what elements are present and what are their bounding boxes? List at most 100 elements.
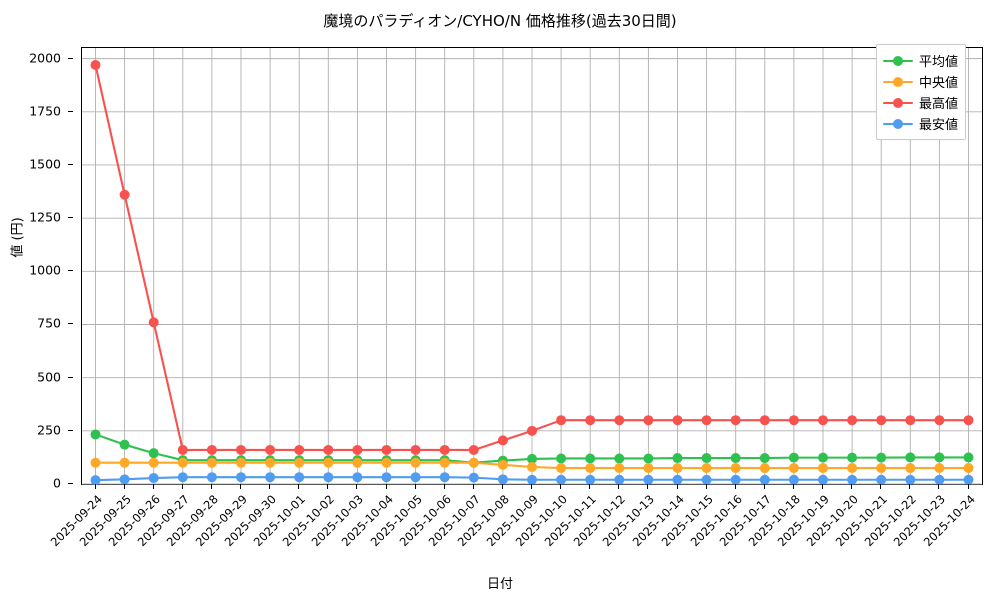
x-tick-mark [472, 484, 474, 489]
data-point [527, 425, 537, 436]
data-point [352, 444, 363, 455]
data-point [934, 474, 945, 485]
data-point [90, 475, 101, 486]
data-point [614, 463, 625, 474]
data-point [847, 474, 858, 485]
data-point [876, 463, 887, 474]
data-point [759, 474, 770, 485]
data-point [847, 415, 858, 426]
data-point [876, 474, 887, 485]
y-tick-label: 1000 [29, 262, 61, 278]
data-point [410, 457, 421, 468]
data-point [905, 463, 916, 474]
data-point [294, 472, 305, 483]
x-tick-mark [676, 484, 678, 489]
data-point [556, 474, 567, 485]
data-point [614, 415, 625, 426]
data-point [236, 472, 246, 483]
data-point [265, 457, 276, 468]
legend-label: 平均値 [919, 55, 959, 70]
legend-label: 最安値 [919, 118, 959, 133]
legend-label: 最高値 [919, 97, 959, 112]
data-point [672, 453, 683, 464]
data-point [963, 415, 974, 426]
legend-item: 平均値 [883, 50, 958, 71]
y-tick-label: 1500 [29, 156, 61, 172]
data-point [323, 457, 334, 468]
data-point [876, 415, 887, 426]
x-tick-mark [327, 484, 329, 489]
x-tick-mark [589, 484, 591, 489]
y-tick-label: 250 [37, 422, 61, 438]
data-point [934, 452, 945, 463]
legend-swatch-icon [883, 96, 913, 110]
y-tick-mark [68, 57, 73, 59]
data-point [614, 474, 625, 485]
y-tick-label: 750 [37, 315, 61, 331]
plot-svg [82, 48, 982, 486]
legend-item: 最高値 [883, 92, 958, 113]
data-point [352, 457, 363, 468]
x-tick-mark [938, 484, 940, 489]
data-point [381, 444, 392, 455]
data-point [730, 453, 741, 464]
data-point [148, 457, 159, 468]
x-tick-mark [647, 484, 649, 489]
data-point [468, 457, 479, 468]
x-tick-mark [298, 484, 300, 489]
y-tick-mark [68, 429, 73, 431]
y-tick-label: 500 [37, 369, 61, 385]
data-point [265, 444, 276, 455]
data-point [527, 453, 537, 464]
data-point [585, 463, 596, 474]
data-point [730, 463, 741, 474]
x-tick-mark [967, 484, 969, 489]
data-point [294, 444, 305, 455]
data-point [497, 459, 508, 470]
x-tick-mark [152, 484, 154, 489]
y-tick-mark [68, 110, 73, 112]
data-point [672, 415, 683, 426]
data-point [876, 452, 887, 463]
x-tick-mark [531, 484, 532, 489]
legend-swatch-icon [883, 75, 913, 89]
x-tick-mark [181, 484, 183, 489]
data-point [759, 463, 770, 474]
x-tick-mark [909, 484, 911, 489]
data-point [730, 474, 741, 485]
data-point [672, 474, 683, 485]
data-point [643, 415, 654, 426]
data-point [148, 317, 159, 328]
data-point [788, 463, 799, 474]
x-tick-mark [94, 484, 96, 489]
data-point [352, 472, 363, 483]
x-tick-mark [851, 484, 853, 489]
y-tick-mark [68, 163, 73, 165]
chart-legend: 平均値 中央値 最高値 最安値 [876, 44, 967, 140]
x-tick-mark [880, 484, 882, 489]
data-point [585, 474, 596, 485]
data-point [527, 474, 537, 485]
data-point [701, 453, 712, 464]
data-point [701, 474, 712, 485]
data-point [90, 429, 101, 440]
data-point [206, 472, 217, 483]
y-tick-label: 0 [53, 475, 61, 491]
data-point [759, 453, 770, 464]
plot-area [81, 47, 983, 486]
data-point [177, 457, 188, 468]
data-point [759, 415, 770, 426]
data-point [410, 472, 421, 483]
data-point [847, 452, 858, 463]
x-tick-mark [705, 484, 707, 489]
x-tick-mark [269, 484, 271, 489]
data-point [294, 457, 305, 468]
x-tick-mark [414, 484, 416, 489]
data-point [119, 457, 130, 468]
x-tick-mark [240, 484, 241, 489]
x-tick-mark [123, 484, 125, 489]
x-tick-mark [618, 484, 620, 489]
data-point [643, 463, 654, 474]
y-tick-label: 1250 [29, 209, 61, 225]
data-point [934, 463, 945, 474]
